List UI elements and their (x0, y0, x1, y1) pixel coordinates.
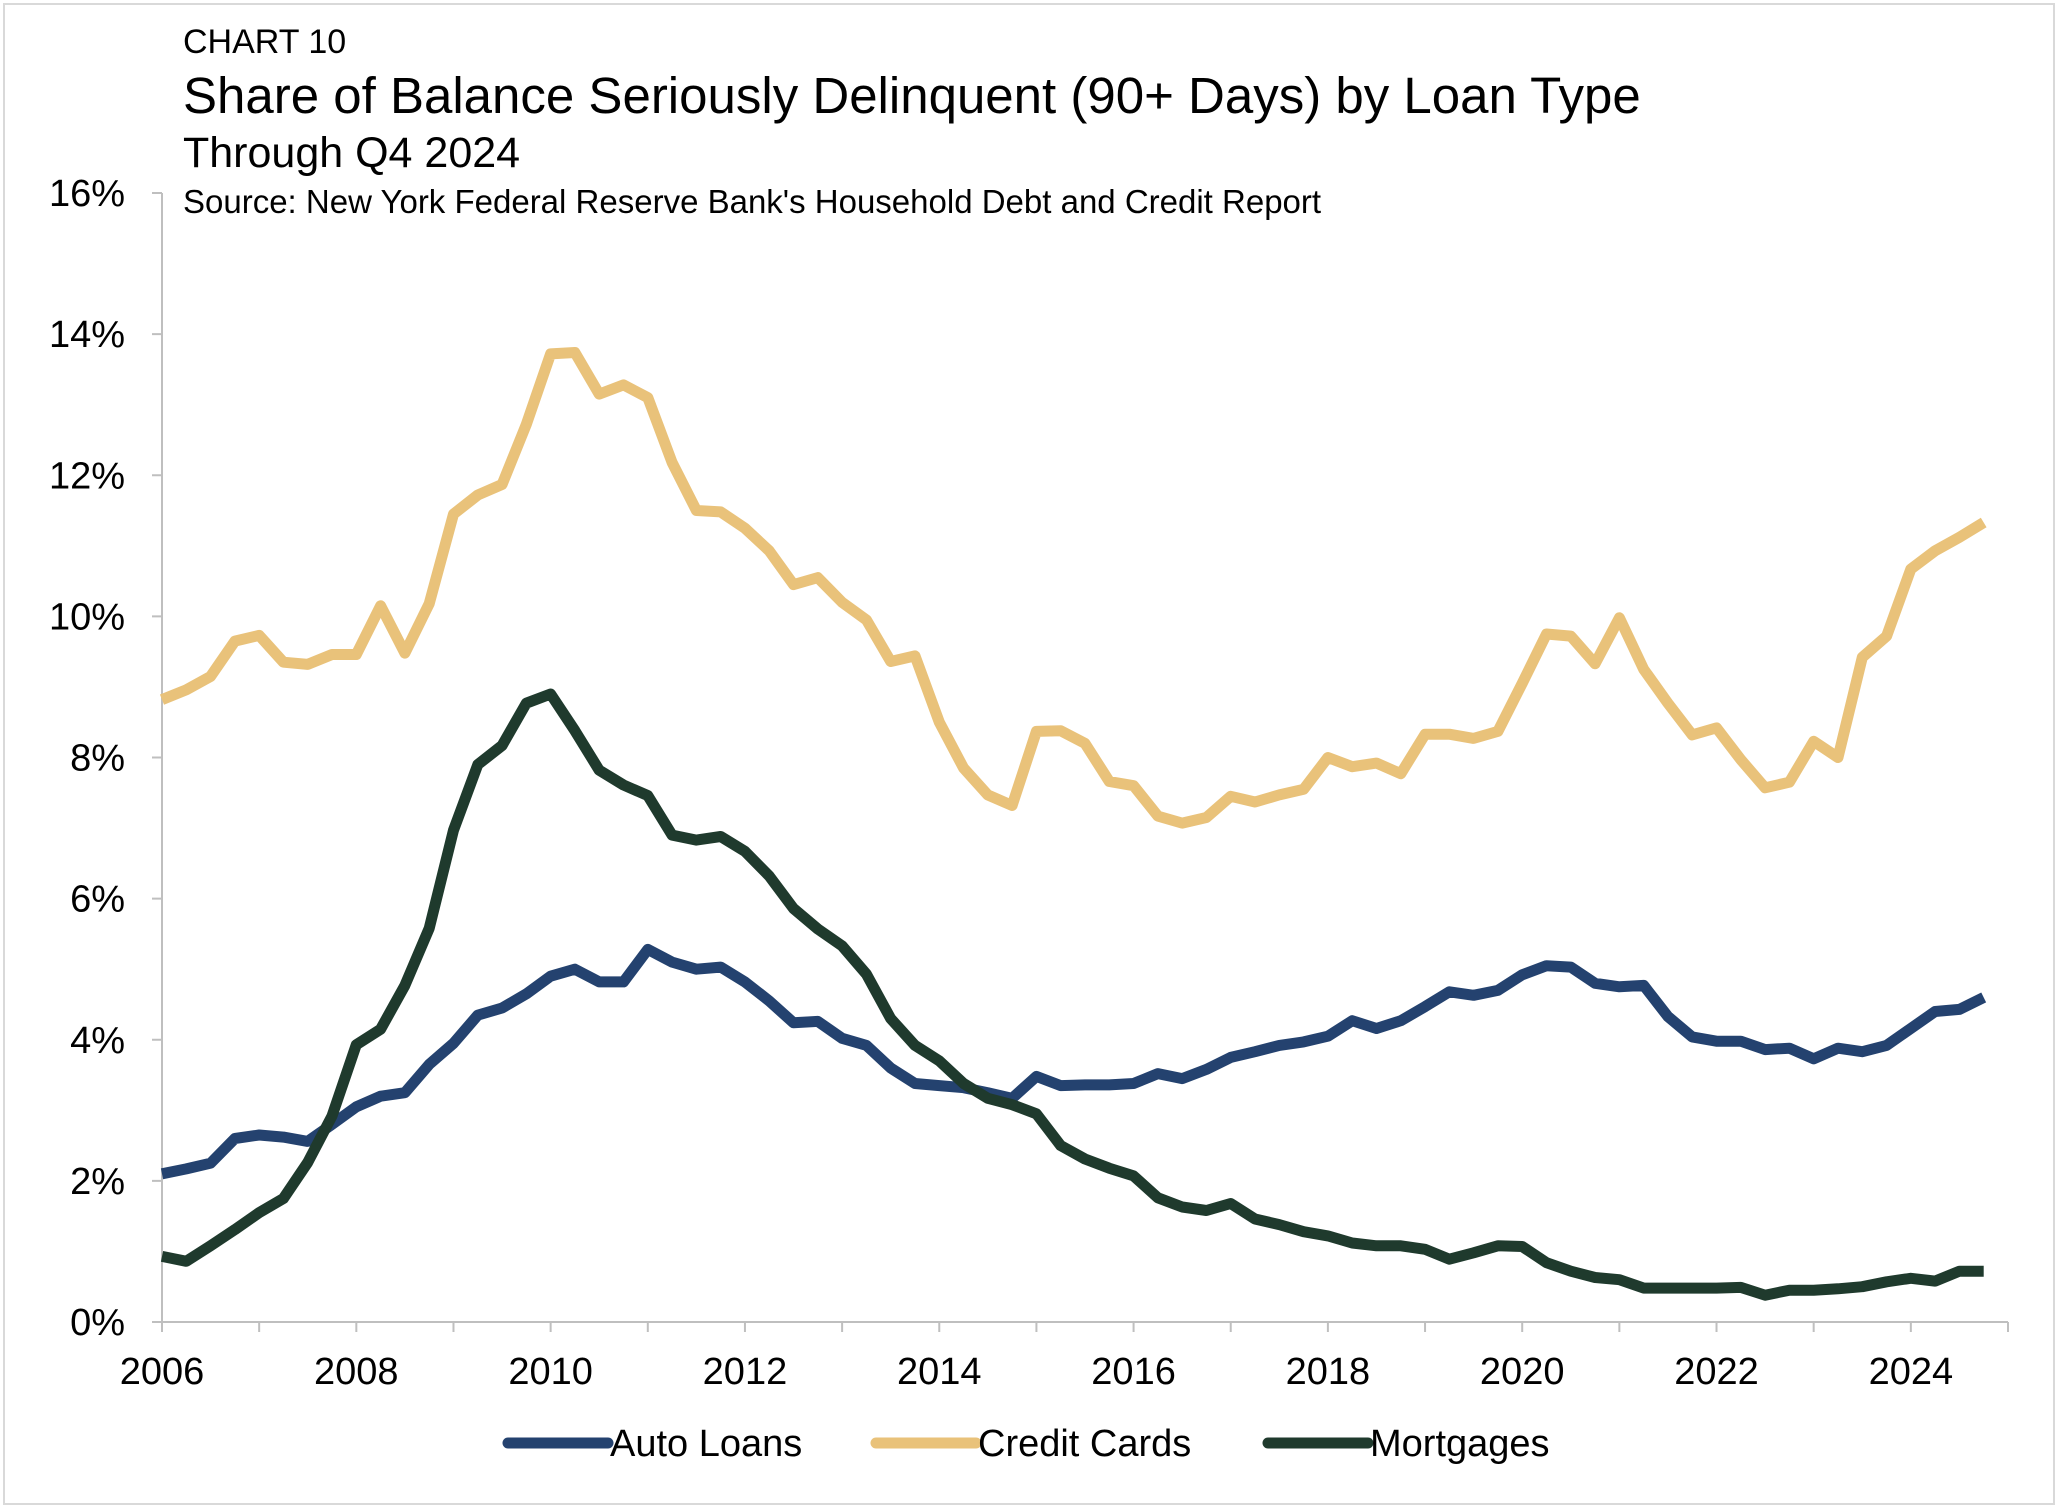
legend: Auto Loans Credit Cards Mortgages (502, 1423, 1550, 1465)
chart-frame (3, 3, 2055, 1505)
chart-number: CHART 10 (183, 23, 347, 61)
series-line-credit-cards (159, 347, 1987, 829)
legend-label: Credit Cards (978, 1423, 1191, 1465)
x-tick-label: 2010 (508, 1351, 593, 1393)
legend-label: Mortgages (1370, 1423, 1550, 1465)
x-tick-label: 2014 (897, 1351, 982, 1393)
chart-subtitle: Through Q4 2024 (183, 129, 521, 177)
series-line-auto-loans (160, 943, 1987, 1180)
y-tick-label: 14% (49, 314, 125, 356)
y-tick-label: 16% (49, 173, 125, 215)
x-axis: 2006 2008 2010 2012 2014 2016 2018 2020 2022 2024 (120, 1321, 2009, 1393)
y-tick-label: 0% (70, 1302, 125, 1344)
legend-item-auto-loans: Auto Loans (502, 1423, 802, 1465)
x-tick-label: 2020 (1480, 1351, 1565, 1393)
y-tick-label: 6% (70, 879, 125, 921)
y-tick-label: 10% (49, 596, 125, 638)
chart-title: Share of Balance Seriously Delinquent (9… (183, 67, 1641, 124)
y-axis: 0% 2% 4% 6% 8% 10% 12% 14% 16% (49, 173, 163, 1344)
y-tick-label: 8% (70, 738, 125, 780)
y-tick-label: 12% (49, 455, 125, 497)
legend-label: Auto Loans (610, 1423, 802, 1465)
x-tick-label: 2016 (1091, 1351, 1176, 1393)
legend-item-mortgages: Mortgages (1262, 1423, 1550, 1465)
y-tick-label: 4% (70, 1020, 125, 1062)
series-line-mortgages (160, 688, 1984, 1301)
x-tick-label: 2006 (120, 1351, 205, 1393)
legend-item-credit-cards: Credit Cards (870, 1423, 1191, 1465)
x-tick-label: 2012 (703, 1351, 788, 1393)
x-tick-label: 2018 (1286, 1351, 1371, 1393)
x-tick-label: 2008 (314, 1351, 399, 1393)
y-tick-label: 2% (70, 1161, 125, 1203)
chart-source: Source: New York Federal Reserve Bank's … (183, 183, 1322, 220)
series-layer (159, 347, 1987, 1301)
x-tick-label: 2024 (1869, 1351, 1954, 1393)
x-tick-label: 2022 (1674, 1351, 1759, 1393)
